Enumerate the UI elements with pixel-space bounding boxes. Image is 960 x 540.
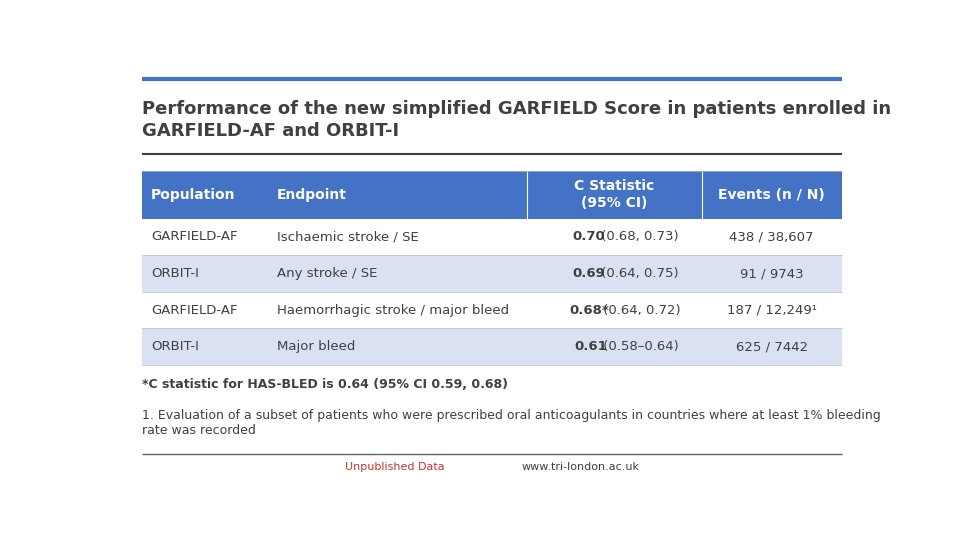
Text: 625 / 7442: 625 / 7442 [735,340,807,353]
Text: Events (n / N): Events (n / N) [718,188,825,202]
Text: GARFIELD-AF: GARFIELD-AF [152,231,238,244]
Bar [142,255,842,292]
Text: 0.68*: 0.68* [569,303,609,316]
Text: ORBIT-I: ORBIT-I [152,340,199,353]
Text: Performance of the new simplified GARFIELD Score in patients enrolled in: Performance of the new simplified GARFIE… [142,100,892,118]
Text: 0.70: 0.70 [573,231,606,244]
Text: Endpoint: Endpoint [277,188,347,202]
Text: Major bleed: Major bleed [277,340,355,353]
Text: 438 / 38,607: 438 / 38,607 [730,231,814,244]
Text: Any stroke / SE: Any stroke / SE [277,267,377,280]
Text: (0.68, 0.73): (0.68, 0.73) [597,231,679,244]
Text: 187 / 12,249¹: 187 / 12,249¹ [727,303,817,316]
Text: Population: Population [152,188,236,202]
Text: Ischaemic stroke / SE: Ischaemic stroke / SE [277,231,419,244]
Text: Haemorrhagic stroke / major bleed: Haemorrhagic stroke / major bleed [277,303,509,316]
Bar [142,219,842,255]
Text: GARFIELD-AF and ORBIT-I: GARFIELD-AF and ORBIT-I [142,122,399,140]
Text: (0.58–0.64): (0.58–0.64) [599,340,679,353]
Text: 91 / 9743: 91 / 9743 [740,267,804,280]
Text: 0.69: 0.69 [573,267,606,280]
Bar [142,292,842,328]
Text: ORBIT-I: ORBIT-I [152,267,199,280]
Text: GARFIELD-AF: GARFIELD-AF [152,303,238,316]
Bar [142,328,842,365]
Text: (0.64, 0.72): (0.64, 0.72) [599,303,681,316]
Text: Unpublished Data: Unpublished Data [346,462,445,472]
Text: C Statistic: C Statistic [574,179,655,193]
Text: (95% CI): (95% CI) [581,197,648,211]
Text: 0.61: 0.61 [575,340,608,353]
Text: 1. Evaluation of a subset of patients who were prescribed oral anticoagulants in: 1. Evaluation of a subset of patients wh… [142,409,881,437]
Text: *C statistic for HAS-BLED is 0.64 (95% CI 0.59, 0.68): *C statistic for HAS-BLED is 0.64 (95% C… [142,379,509,392]
Bar [142,171,842,219]
Text: (0.64, 0.75): (0.64, 0.75) [597,267,679,280]
Text: www.tri-london.ac.uk: www.tri-london.ac.uk [522,462,639,472]
